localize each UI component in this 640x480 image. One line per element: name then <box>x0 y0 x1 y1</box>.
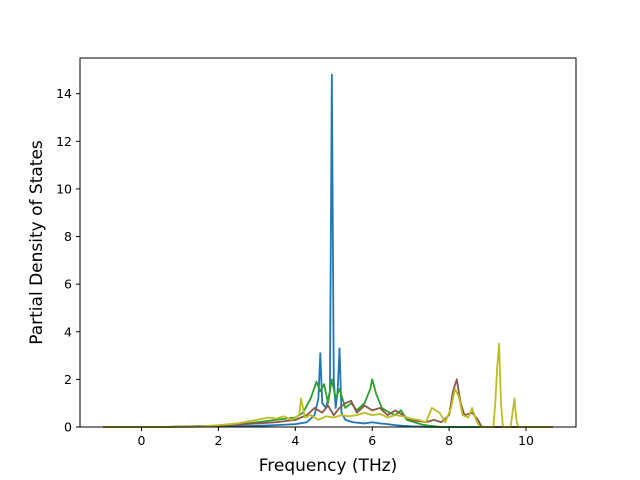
y-tick-label: 0 <box>64 420 72 435</box>
y-tick-label: 6 <box>64 277 72 292</box>
y-tick-label: 2 <box>64 372 72 387</box>
y-tick-label: 4 <box>64 324 72 339</box>
x-tick-label: 0 <box>138 433 146 448</box>
series-line-1 <box>103 378 553 428</box>
y-tick-label: 12 <box>56 134 72 149</box>
y-tick-label: 14 <box>56 86 72 101</box>
x-axis-label: Frequency (THz) <box>259 456 398 476</box>
y-tick-label: 10 <box>56 181 72 196</box>
x-axis: 0 2 4 6 8 10 <box>138 427 534 448</box>
y-axis: 0 2 4 6 8 10 12 14 <box>56 86 80 435</box>
plot-frame <box>79 57 577 428</box>
x-tick-label: 2 <box>214 433 222 448</box>
y-tick-label: 8 <box>64 229 72 244</box>
series-line-3 <box>103 342 553 428</box>
x-tick-label: 6 <box>368 433 376 448</box>
x-tick-label: 8 <box>445 433 453 448</box>
x-tick-label: 4 <box>291 433 299 448</box>
series-line-0 <box>103 73 553 428</box>
y-axis-label: Partial Density of States <box>27 140 47 345</box>
x-tick-label: 10 <box>518 433 534 448</box>
plot-area <box>103 73 553 428</box>
